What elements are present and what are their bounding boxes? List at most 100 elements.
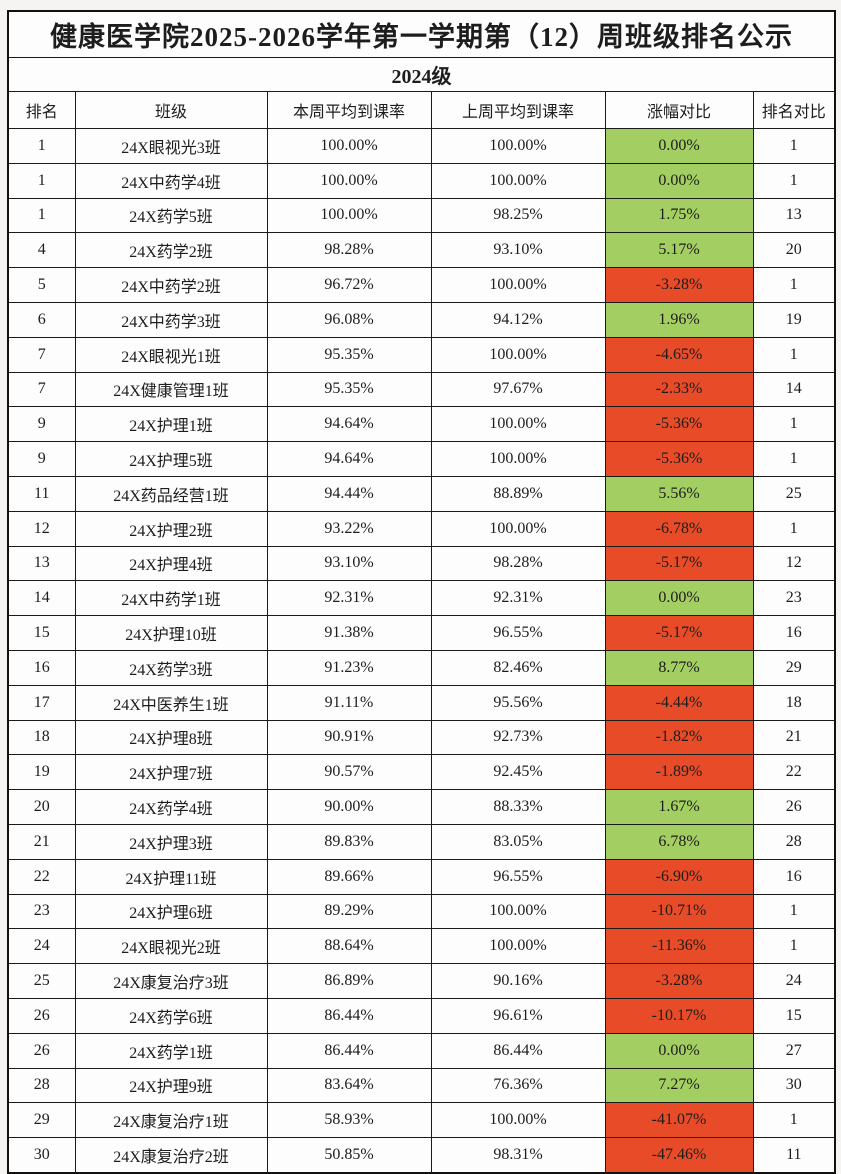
change-cell: -4.44% <box>604 684 754 721</box>
last-week-rate-cell: 88.89% <box>430 475 606 512</box>
this-week-rate-cell: 58.93% <box>266 1102 432 1139</box>
change-cell: -47.46% <box>604 1137 754 1174</box>
rank-compare-cell: 24 <box>752 963 836 999</box>
this-week-rate-cell: 83.64% <box>266 1067 432 1104</box>
last-week-rate-cell: 100.00% <box>430 336 606 373</box>
rank-compare-cell: 1 <box>752 928 836 965</box>
class-name-cell: 24X护理3班 <box>74 823 268 860</box>
rank-cell: 23 <box>7 893 76 930</box>
rank-compare-cell: 1 <box>752 893 836 930</box>
page-title: 健康医学院2025-2026学年第一学期第（12）周班级排名公示 <box>7 10 836 58</box>
change-cell: 5.17% <box>604 232 754 269</box>
class-name-cell: 24X护理5班 <box>74 441 268 477</box>
class-name-cell: 24X护理10班 <box>74 615 268 651</box>
class-name-cell: 24X药学6班 <box>74 997 268 1034</box>
last-week-rate-cell: 100.00% <box>430 1102 606 1139</box>
change-cell: -10.17% <box>604 997 754 1034</box>
this-week-rate-cell: 100.00% <box>266 128 432 164</box>
rank-compare-cell: 27 <box>752 1032 836 1069</box>
rank-cell: 11 <box>7 475 76 512</box>
change-cell: 0.00% <box>604 580 754 617</box>
this-week-rate-cell: 88.64% <box>266 928 432 965</box>
class-name-cell: 24X中药学4班 <box>74 162 268 199</box>
table-row: 14 24X中药学1班 92.31% 92.31% 0.00% 23 <box>7 580 836 617</box>
rank-compare-cell: 25 <box>752 475 836 512</box>
table-row: 9 24X护理5班 94.64% 100.00% -5.36% 1 <box>7 441 836 477</box>
rank-compare-cell: 19 <box>752 301 836 338</box>
rank-compare-cell: 1 <box>752 128 836 164</box>
rank-cell: 22 <box>7 858 76 895</box>
last-week-rate-cell: 100.00% <box>430 406 606 443</box>
this-week-rate-cell: 86.44% <box>266 1032 432 1069</box>
this-week-rate-cell: 98.28% <box>266 232 432 269</box>
class-name-cell: 24X中药学3班 <box>74 301 268 338</box>
last-week-rate-cell: 76.36% <box>430 1067 606 1104</box>
change-cell: -1.89% <box>604 754 754 791</box>
rank-compare-cell: 30 <box>752 1067 836 1104</box>
last-week-rate-cell: 95.56% <box>430 684 606 721</box>
rank-compare-cell: 1 <box>752 406 836 443</box>
rank-compare-cell: 22 <box>752 754 836 791</box>
rank-cell: 1 <box>7 128 76 164</box>
rank-cell: 16 <box>7 649 76 686</box>
change-cell: 0.00% <box>604 128 754 164</box>
rank-compare-cell: 1 <box>752 441 836 477</box>
last-week-rate-cell: 98.25% <box>430 197 606 234</box>
change-cell: 7.27% <box>604 1067 754 1104</box>
last-week-rate-cell: 86.44% <box>430 1032 606 1069</box>
change-cell: -5.17% <box>604 615 754 651</box>
last-week-rate-cell: 92.73% <box>430 719 606 756</box>
rank-cell: 30 <box>7 1137 76 1174</box>
table-row: 20 24X药学4班 90.00% 88.33% 1.67% 26 <box>7 789 836 825</box>
column-header-2: 本周平均到课率 <box>266 91 432 129</box>
class-name-cell: 24X健康管理1班 <box>74 371 268 408</box>
class-name-cell: 24X护理6班 <box>74 893 268 930</box>
change-cell: -3.28% <box>604 267 754 303</box>
last-week-rate-cell: 100.00% <box>430 510 606 547</box>
rank-compare-cell: 26 <box>752 789 836 825</box>
this-week-rate-cell: 50.85% <box>266 1137 432 1174</box>
table-row: 1 24X药学5班 100.00% 98.25% 1.75% 13 <box>7 197 836 234</box>
class-name-cell: 24X中药学2班 <box>74 267 268 303</box>
rank-compare-cell: 12 <box>752 545 836 582</box>
table-row: 17 24X中医养生1班 91.11% 95.56% -4.44% 18 <box>7 684 836 721</box>
last-week-rate-cell: 100.00% <box>430 928 606 965</box>
column-header-4: 涨幅对比 <box>604 91 754 129</box>
announcement-sheet: 健康医学院2025-2026学年第一学期第（12）周班级排名公示 2024级 排… <box>7 10 837 1174</box>
last-week-rate-cell: 96.55% <box>430 615 606 651</box>
rank-compare-cell: 20 <box>752 232 836 269</box>
rank-compare-cell: 1 <box>752 510 836 547</box>
this-week-rate-cell: 100.00% <box>266 197 432 234</box>
class-name-cell: 24X康复治疗3班 <box>74 963 268 999</box>
class-name-cell: 24X药学1班 <box>74 1032 268 1069</box>
column-header-1: 班级 <box>74 91 268 129</box>
class-name-cell: 24X护理4班 <box>74 545 268 582</box>
this-week-rate-cell: 89.83% <box>266 823 432 860</box>
class-name-cell: 24X康复治疗2班 <box>74 1137 268 1174</box>
this-week-rate-cell: 90.91% <box>266 719 432 756</box>
table-row: 15 24X护理10班 91.38% 96.55% -5.17% 16 <box>7 615 836 651</box>
class-name-cell: 24X护理9班 <box>74 1067 268 1104</box>
table-row: 1 24X中药学4班 100.00% 100.00% 0.00% 1 <box>7 162 836 199</box>
rank-cell: 26 <box>7 997 76 1034</box>
rank-cell: 1 <box>7 162 76 199</box>
rank-compare-cell: 16 <box>752 615 836 651</box>
class-name-cell: 24X眼视光1班 <box>74 336 268 373</box>
table-row: 1 24X眼视光3班 100.00% 100.00% 0.00% 1 <box>7 128 836 164</box>
class-name-cell: 24X药品经营1班 <box>74 475 268 512</box>
this-week-rate-cell: 89.66% <box>266 858 432 895</box>
rank-compare-cell: 11 <box>752 1137 836 1174</box>
table-row: 6 24X中药学3班 96.08% 94.12% 1.96% 19 <box>7 301 836 338</box>
rank-compare-cell: 15 <box>752 997 836 1034</box>
table-row: 11 24X药品经营1班 94.44% 88.89% 5.56% 25 <box>7 475 836 512</box>
rank-cell: 19 <box>7 754 76 791</box>
class-name-cell: 24X护理1班 <box>74 406 268 443</box>
this-week-rate-cell: 91.38% <box>266 615 432 651</box>
rank-cell: 15 <box>7 615 76 651</box>
rank-cell: 9 <box>7 406 76 443</box>
change-cell: -6.78% <box>604 510 754 547</box>
this-week-rate-cell: 94.64% <box>266 406 432 443</box>
this-week-rate-cell: 86.89% <box>266 963 432 999</box>
table-row: 7 24X健康管理1班 95.35% 97.67% -2.33% 14 <box>7 371 836 408</box>
rank-compare-cell: 23 <box>752 580 836 617</box>
